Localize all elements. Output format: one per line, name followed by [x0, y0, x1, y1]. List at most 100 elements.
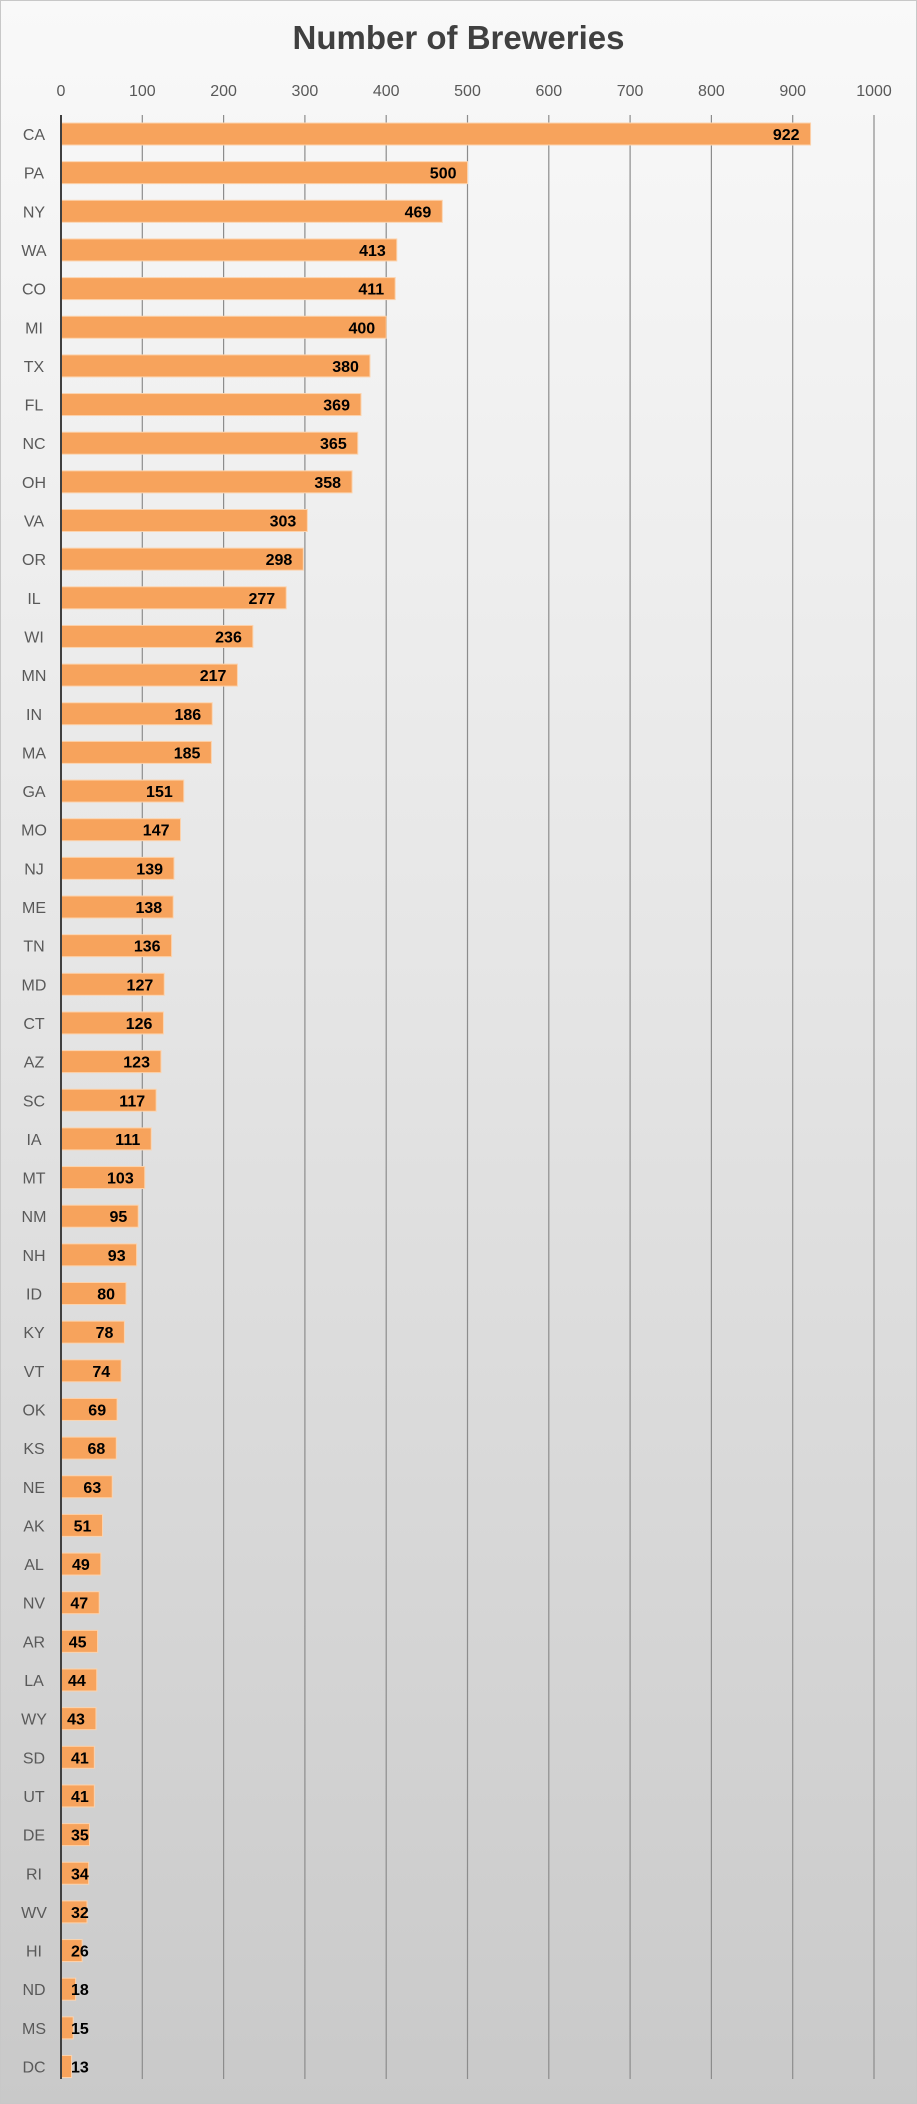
- x-tick-label: 600: [535, 83, 562, 100]
- data-label: 139: [136, 861, 163, 878]
- data-label: 80: [97, 1287, 115, 1304]
- category-label: OK: [22, 1402, 45, 1419]
- data-label: 18: [71, 1982, 89, 1999]
- axes: 0 100 200 300 400 500 600 700 800 900 1000 CA PA NY WA…: [21, 83, 892, 2079]
- data-label: 41: [71, 1750, 89, 1767]
- category-label: IL: [27, 591, 40, 608]
- category-label: ND: [22, 1982, 45, 1999]
- data-label: 127: [127, 977, 154, 994]
- category-label: AZ: [24, 1055, 45, 1072]
- data-label: 43: [67, 1712, 85, 1729]
- data-label: 49: [72, 1557, 90, 1574]
- data-label: 74: [92, 1364, 110, 1381]
- x-tick-label: 900: [779, 83, 806, 100]
- category-label: OH: [22, 475, 46, 492]
- category-label: AK: [23, 1518, 45, 1535]
- data-label: 13: [71, 2060, 89, 2077]
- x-tick-label: 0: [57, 83, 66, 100]
- category-label: FL: [25, 398, 44, 415]
- category-label: WV: [21, 1905, 47, 1922]
- bar: [60, 470, 353, 494]
- category-label: IA: [26, 1132, 41, 1149]
- data-label: 369: [323, 398, 350, 415]
- data-label: 380: [332, 359, 359, 376]
- data-label: 469: [405, 204, 432, 221]
- bar: [60, 1359, 122, 1383]
- data-label: 147: [143, 823, 170, 840]
- category-label: VA: [24, 514, 44, 531]
- data-label: 236: [215, 629, 242, 646]
- data-label: 47: [70, 1596, 88, 1613]
- category-label: LA: [24, 1673, 44, 1690]
- bar: [60, 431, 359, 455]
- data-label: 63: [83, 1480, 101, 1497]
- category-label: OR: [22, 552, 46, 569]
- bar: [60, 1320, 125, 1344]
- data-label: 922: [773, 127, 800, 144]
- data-label: 32: [71, 1905, 89, 1922]
- bar: [60, 122, 812, 146]
- data-label: 15: [71, 2021, 89, 2038]
- category-label: UT: [23, 1789, 45, 1806]
- x-tick-label: 800: [698, 83, 725, 100]
- data-label: 78: [96, 1325, 114, 1342]
- bar: [60, 393, 362, 417]
- bar: [60, 161, 468, 185]
- bar: [60, 238, 398, 262]
- category-label: MA: [22, 745, 46, 762]
- category-label: GA: [22, 784, 45, 801]
- data-label: 41: [71, 1789, 89, 1806]
- x-tick-label: 200: [210, 83, 237, 100]
- bar: [60, 2055, 73, 2078]
- data-label: 298: [266, 552, 293, 569]
- data-label: 34: [71, 1866, 89, 1883]
- category-label: WI: [24, 629, 44, 646]
- data-label: 277: [248, 591, 275, 608]
- category-label: KY: [23, 1325, 45, 1342]
- category-label: TX: [24, 359, 45, 376]
- data-label: 136: [134, 939, 161, 956]
- category-label: NM: [22, 1209, 47, 1226]
- category-label: PA: [24, 166, 44, 183]
- bar: [60, 315, 387, 339]
- category-label: ME: [22, 900, 46, 917]
- category-label: WA: [21, 243, 47, 260]
- category-label: MO: [21, 823, 47, 840]
- x-tick-label: 500: [454, 83, 481, 100]
- category-label: MS: [22, 2021, 46, 2038]
- category-label: NE: [23, 1480, 45, 1497]
- data-label: 365: [320, 436, 347, 453]
- category-label: MT: [22, 1171, 45, 1188]
- data-label: 411: [358, 282, 384, 299]
- category-label: WY: [21, 1712, 47, 1729]
- data-label: 26: [71, 1944, 89, 1961]
- x-tick-label: 1000: [856, 83, 892, 100]
- category-label: CO: [22, 282, 46, 299]
- category-label: MI: [25, 320, 43, 337]
- category-label: ID: [26, 1287, 42, 1304]
- category-label: TN: [23, 939, 44, 956]
- data-label: 126: [126, 1016, 153, 1033]
- category-label: NY: [23, 204, 46, 221]
- category-label: NH: [22, 1248, 45, 1265]
- data-label: 138: [135, 900, 162, 917]
- data-label: 103: [107, 1171, 134, 1188]
- category-label: DC: [22, 2060, 45, 2077]
- category-label: CT: [23, 1016, 45, 1033]
- x-tick-label: 300: [292, 83, 319, 100]
- category-label: DE: [23, 1828, 45, 1845]
- category-label: NJ: [24, 861, 44, 878]
- x-tick-label: 400: [373, 83, 400, 100]
- bar: [60, 277, 396, 301]
- bar: [60, 1282, 127, 1305]
- category-label: AL: [24, 1557, 44, 1574]
- bars: 922 500 469 413 411 400 380 369 365 358 303 298 277 2…: [60, 122, 812, 2078]
- data-label: 45: [69, 1634, 87, 1651]
- data-label: 400: [348, 320, 375, 337]
- x-tick-label: 700: [617, 83, 644, 100]
- data-label: 358: [314, 475, 341, 492]
- category-label: IN: [26, 707, 42, 724]
- category-label: MD: [22, 977, 47, 994]
